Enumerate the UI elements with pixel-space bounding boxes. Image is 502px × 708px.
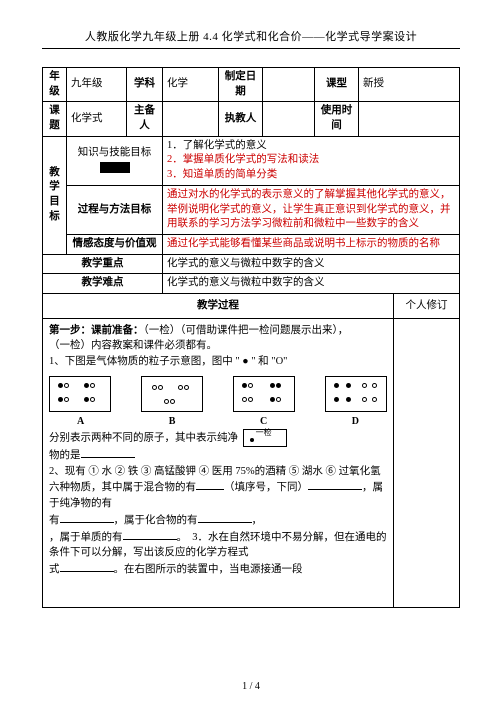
label-d: D — [352, 414, 359, 429]
process-table: 教学过程 个人修订 第一步：课前准备：（一检）（可借助课件把一检问题展示出来），… — [42, 293, 460, 608]
label-emotion: 情感态度与价值观 — [67, 234, 163, 254]
label-keypoint: 教学重点 — [43, 254, 163, 274]
process-notes — [394, 318, 460, 607]
val-topic: 化学式 — [67, 102, 127, 136]
process-body: 第一步：课前准备：（一检）（可借助课件把一检问题展示出来）， （一检）内容教案和… — [43, 318, 394, 607]
blank-7 — [60, 561, 114, 572]
row-grade: 年级 九年级 学科 化学 制定日期 课型 新授 — [43, 68, 460, 102]
question-1: 1、下图是气体物质的粒子示意图，图中 " ● " 和 "O" — [49, 354, 387, 370]
label-goals: 教学目标 — [43, 136, 67, 254]
diagram-box-c — [233, 376, 295, 412]
row-keypoint: 教学重点 化学式的意义与微粒中数字的含义 — [43, 254, 460, 274]
page-header: 人教版化学九年级上册 4.4 化学式和化合价——化学式导学案设计 — [42, 28, 460, 48]
blank-3 — [308, 479, 362, 490]
val-author — [163, 102, 219, 136]
step1-tail: （一检）（可借助课件把一检问题展示出来）， — [144, 325, 349, 336]
row-knowledge: 教学目标 知识与技能目标 1．了解化学式的意义 2．掌握单质化学式的写法和读法 … — [43, 136, 460, 185]
val-teacher — [263, 102, 315, 136]
label-usetime: 使用时间 — [315, 102, 359, 136]
label-b: B — [169, 414, 176, 429]
label-difficult: 教学难点 — [43, 274, 163, 294]
val-subject: 化学 — [163, 68, 219, 102]
val-usetime — [359, 102, 460, 136]
label-teacher: 执教人 — [219, 102, 263, 136]
label-subject: 学科 — [127, 68, 163, 102]
process-content: 通过对水的化学式的表示意义的了解掌握其他化学式的意义，举例说明化学式的意义，让学… — [163, 185, 460, 234]
step1-title: 第一步：课前准备： — [49, 325, 144, 336]
row-emotion: 情感态度与价值观 通过化学式能够看懂某些商品或说明书上标示的物质的名称 — [43, 234, 460, 254]
diagram-box-b — [141, 376, 203, 412]
label-author: 主备人 — [127, 102, 163, 136]
diagram-labels: A B C D — [49, 414, 387, 429]
row-process: 过程与方法目标 通过对水的化学式的表示意义的了解掌握其他化学式的意义，举例说明化… — [43, 185, 460, 234]
knowledge-item-3: 3．知道单质的简单分类 — [167, 168, 455, 183]
diagram-box-a — [49, 376, 111, 412]
q2d: ，属于化合物的有 — [114, 515, 198, 526]
keypoint-content: 化学式的意义与微粒中数字的含义 — [163, 254, 460, 274]
label-topic: 课题 — [43, 102, 67, 136]
val-grade: 九年级 — [67, 68, 127, 102]
q2g: 。在右图所示的装置中，当电源接通一段 — [114, 564, 303, 575]
label-a: A — [77, 414, 84, 429]
q2e: ，属于单质的有 — [49, 532, 123, 543]
redaction-block — [100, 162, 130, 173]
question-2: 2、现有 ① 水 ② 铁 ③ 高锰酸钾 ④ 医用 75%的酒精 ⑤ 湖水 ⑥ 过… — [49, 464, 387, 578]
page-number: 1 / 4 — [0, 681, 502, 692]
check-line: （一检）内容教案和课件必须都有。 — [49, 338, 387, 354]
knowledge-content: 1．了解化学式的意义 2．掌握单质化学式的写法和读法 3．知道单质的简单分类 — [163, 136, 460, 185]
q2b: （填序号，下同） — [224, 482, 308, 493]
blank-6 — [123, 529, 177, 540]
knowledge-label-text: 知识与技能目标 — [78, 147, 152, 158]
emotion-content: 通过化学式能够看懂某些商品或说明书上标示的物质的名称 — [163, 234, 460, 254]
val-date — [263, 68, 315, 102]
label-type: 课型 — [315, 68, 359, 102]
row-topic: 课题 化学式 主备人 执教人 使用时间 — [43, 102, 460, 136]
box-top-label: 一检 — [256, 427, 272, 439]
val-type: 新授 — [359, 68, 460, 102]
knowledge-item-1: 1．了解化学式的意义 — [167, 139, 455, 154]
blank-2 — [196, 479, 224, 490]
after-diag-text: 分别表示两种不同的原子，其中表示纯净 — [49, 432, 238, 443]
info-table: 年级 九年级 学科 化学 制定日期 课型 新授 课题 化学式 主备人 执教人 使… — [42, 67, 460, 294]
after-diag2: 物的是 — [49, 450, 81, 461]
particle-diagram — [49, 376, 387, 412]
label-knowledge: 知识与技能目标 — [67, 136, 163, 185]
label-grade: 年级 — [43, 68, 67, 102]
process-title: 教学过程 — [43, 293, 394, 318]
label-process: 过程与方法目标 — [67, 185, 163, 234]
header-rule — [42, 48, 460, 49]
difficult-content: 化学式的意义与微粒中数字的含义 — [163, 274, 460, 294]
row-difficult: 教学难点 化学式的意义与微粒中数字的含义 — [43, 274, 460, 294]
diagram-box-d — [325, 376, 387, 412]
after-diagram: 分别表示两种不同的原子，其中表示纯净 一检 — [49, 429, 387, 447]
inline-answer-box: 一检 — [243, 429, 287, 447]
blank-1 — [81, 447, 135, 458]
label-date: 制定日期 — [219, 68, 263, 102]
knowledge-item-2: 2．掌握单质化学式的写法和读法 — [167, 153, 455, 168]
process-right-header: 个人修订 — [394, 293, 460, 318]
blank-5 — [198, 512, 252, 523]
blank-4 — [60, 512, 114, 523]
